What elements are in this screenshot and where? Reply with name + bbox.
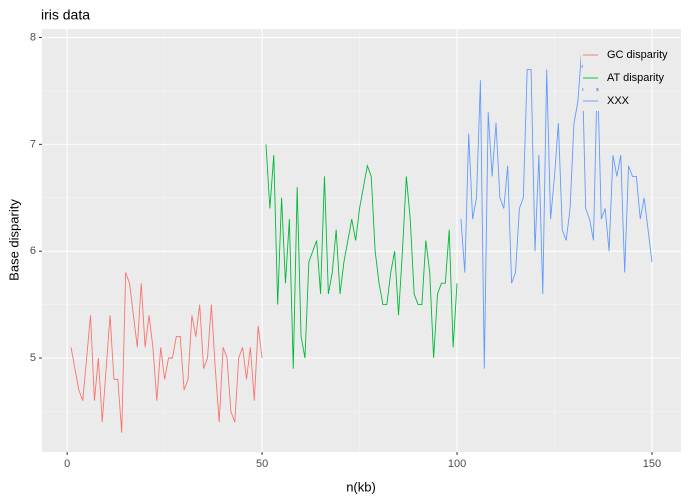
y-tick-label: 8 [30, 31, 36, 43]
data-line [265, 144, 458, 369]
legend-label: AT disparity [607, 72, 665, 84]
panel [42, 29, 681, 452]
x-tick-label: 50 [256, 458, 268, 470]
chart-title: iris data [41, 7, 90, 23]
y-tick-label: 5 [30, 352, 36, 364]
x-tick-label: 150 [643, 458, 661, 470]
x-axis-label: n(kb) [346, 479, 376, 494]
data-line [70, 272, 263, 433]
y-axis-label: Base disparity [6, 199, 21, 281]
legend-label: XXX [607, 95, 630, 107]
y-tick-label: 7 [30, 138, 36, 150]
x-tick-label: 100 [448, 458, 466, 470]
y-tick-label: 6 [30, 245, 36, 257]
legend-label: GC disparity [607, 49, 668, 61]
data-line [460, 48, 653, 369]
x-tick-label: 0 [64, 458, 70, 470]
